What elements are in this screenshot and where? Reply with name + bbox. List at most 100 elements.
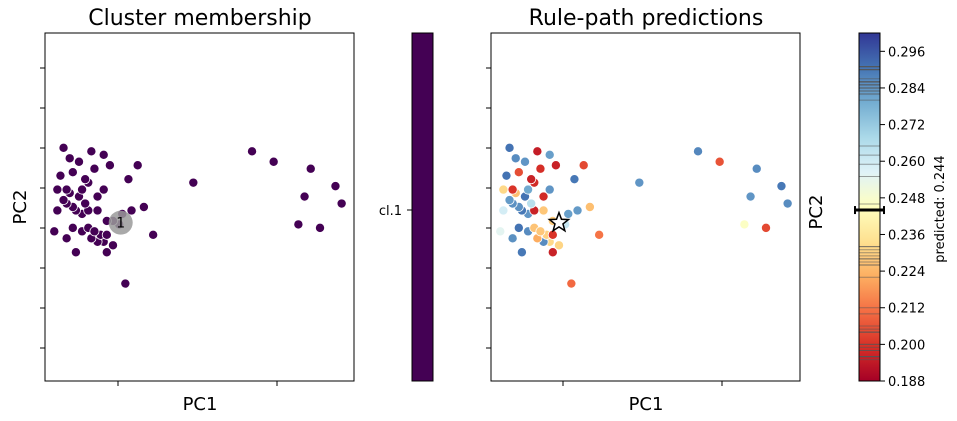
panel1-title: Cluster membership bbox=[88, 6, 312, 31]
prediction-colorbar-bar bbox=[859, 33, 880, 381]
prediction-point bbox=[751, 163, 762, 174]
prediction-colorbar-marker bbox=[854, 206, 885, 215]
rule-path-panel: Rule-path predictions PC1 PC2 bbox=[486, 6, 827, 415]
prediction-point bbox=[739, 219, 750, 230]
panel1-xlabel: PC1 bbox=[183, 394, 218, 415]
cluster-point bbox=[70, 247, 81, 258]
cluster-point bbox=[52, 184, 63, 195]
cluster-point bbox=[120, 278, 131, 289]
prediction-point bbox=[547, 247, 558, 258]
panel2-ticks bbox=[486, 67, 723, 386]
cluster-point bbox=[67, 222, 78, 233]
prediction-point bbox=[761, 222, 772, 233]
prediction-point bbox=[714, 156, 725, 167]
cluster-point bbox=[77, 184, 88, 195]
prediction-point bbox=[745, 191, 756, 202]
cluster-point bbox=[104, 160, 115, 171]
prediction-point bbox=[510, 153, 521, 164]
cluster-colorbar-label: cl.1 bbox=[379, 204, 402, 219]
prediction-point bbox=[523, 184, 534, 195]
prediction-colorbar-lines bbox=[859, 66, 880, 361]
highlight-circle bbox=[108, 210, 133, 235]
prediction-point bbox=[526, 198, 537, 209]
cluster-point bbox=[89, 226, 100, 237]
panel1-points bbox=[49, 142, 347, 289]
prediction-point bbox=[634, 177, 645, 188]
cluster-point bbox=[98, 149, 109, 160]
cluster-point bbox=[92, 205, 103, 216]
cluster-point bbox=[67, 167, 78, 178]
prediction-point bbox=[498, 184, 509, 195]
cluster-point bbox=[188, 177, 199, 188]
prediction-point bbox=[535, 226, 546, 237]
prediction-point bbox=[532, 146, 543, 157]
prediction-point bbox=[594, 229, 605, 240]
prediction-point bbox=[504, 195, 515, 206]
cluster-point bbox=[55, 170, 66, 181]
panel1-ticks bbox=[40, 67, 278, 386]
colorbar-tick-label: 0.212 bbox=[888, 302, 925, 317]
cluster-point bbox=[330, 181, 341, 192]
cluster-point bbox=[52, 205, 63, 216]
cluster-colorbar-bar bbox=[411, 32, 434, 382]
prediction-point bbox=[550, 160, 561, 171]
cluster-point bbox=[299, 191, 310, 202]
prediction-point bbox=[516, 247, 527, 258]
colorbar-tick-label: 0.272 bbox=[888, 119, 925, 134]
cluster-point bbox=[107, 240, 118, 251]
prediction-point bbox=[566, 278, 577, 289]
prediction-point bbox=[501, 170, 512, 181]
cluster-point bbox=[92, 191, 103, 202]
prediction-point bbox=[513, 222, 524, 233]
query-star bbox=[547, 210, 571, 233]
cluster-point bbox=[58, 142, 69, 153]
colorbar-tick-label: 0.248 bbox=[888, 192, 925, 207]
prediction-point bbox=[578, 160, 589, 171]
cluster-point bbox=[73, 156, 84, 167]
prediction-point bbox=[495, 226, 506, 237]
cluster-point bbox=[101, 247, 112, 258]
cluster-membership-panel: Cluster membership 1 PC1 PC2 bbox=[10, 6, 355, 415]
prediction-point bbox=[544, 149, 555, 160]
cluster-point bbox=[64, 153, 75, 164]
panel1-ylabel: PC2 bbox=[10, 190, 31, 225]
prediction-point bbox=[572, 205, 583, 216]
cluster-point bbox=[336, 198, 347, 209]
cluster-point bbox=[80, 174, 91, 185]
panel2-ylabel: PC2 bbox=[806, 195, 827, 230]
prediction-colorbar-label: predicted: 0.244 bbox=[933, 155, 948, 262]
prediction-point bbox=[782, 198, 793, 209]
prediction-point bbox=[504, 142, 515, 153]
cluster-point bbox=[293, 219, 304, 230]
cluster-point bbox=[123, 174, 134, 185]
panel2-star bbox=[547, 210, 571, 233]
prediction-point bbox=[526, 174, 537, 185]
cluster-point bbox=[138, 201, 149, 212]
prediction-point bbox=[535, 163, 546, 174]
cluster-point bbox=[132, 160, 143, 171]
cluster-point bbox=[61, 184, 72, 195]
cluster-point bbox=[247, 146, 258, 157]
colorbar-tick-label: 0.260 bbox=[888, 155, 925, 170]
prediction-point bbox=[776, 181, 787, 192]
cluster-point bbox=[315, 222, 326, 233]
cluster-point bbox=[89, 163, 100, 174]
prediction-point bbox=[513, 167, 524, 178]
highlight-label: 1 bbox=[116, 216, 125, 232]
prediction-point bbox=[538, 205, 549, 216]
cluster-point bbox=[86, 146, 97, 157]
cluster-point bbox=[148, 229, 159, 240]
prediction-point bbox=[544, 184, 555, 195]
prediction-colorbar-frame bbox=[858, 32, 881, 382]
prediction-point bbox=[538, 191, 549, 202]
cluster-point bbox=[126, 205, 137, 216]
panel1-highlight: 1 bbox=[108, 210, 133, 235]
prediction-point bbox=[507, 184, 518, 195]
prediction-colorbar-ticks: 0.188 0.200 0.212 0.224 0.236 0.248 0.260 0.272… bbox=[880, 45, 925, 390]
cluster-point bbox=[98, 184, 109, 195]
cluster-point bbox=[61, 233, 72, 244]
cluster-point bbox=[305, 163, 316, 174]
prediction-point bbox=[584, 201, 595, 212]
cluster-point bbox=[268, 156, 279, 167]
